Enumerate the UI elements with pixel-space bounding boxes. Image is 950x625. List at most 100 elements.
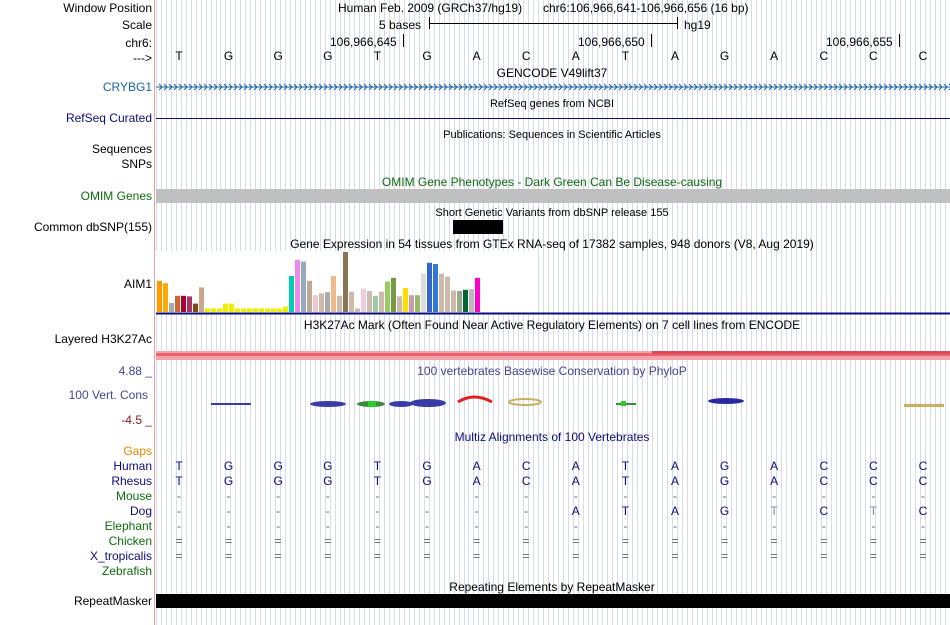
gtex-tissue-bar[interactable] bbox=[451, 290, 456, 312]
gtex-tissue-bar[interactable] bbox=[163, 283, 168, 312]
gtex-tissue-bar[interactable] bbox=[253, 308, 258, 312]
omim-track-label[interactable]: OMIM Genes bbox=[80, 189, 152, 203]
multiz-track-title[interactable]: Multiz Alignments of 100 Vertebrates bbox=[454, 430, 650, 444]
aligned-base: = bbox=[423, 534, 431, 548]
species-label-chicken[interactable]: Chicken bbox=[108, 534, 152, 548]
repeatmasker-element[interactable] bbox=[156, 594, 950, 608]
gtex-tissue-bar[interactable] bbox=[241, 308, 246, 312]
strand-chevron bbox=[808, 83, 813, 91]
gtex-tissue-bar[interactable] bbox=[349, 291, 354, 312]
gtex-tissue-bar[interactable] bbox=[205, 308, 210, 312]
gtex-tissue-bar[interactable] bbox=[433, 264, 438, 312]
gtex-tissue-bar[interactable] bbox=[397, 296, 402, 312]
gtex-tissue-bar[interactable] bbox=[343, 252, 348, 312]
aligned-base: C bbox=[869, 459, 878, 473]
species-label-x_tropicalis[interactable]: X_tropicalis bbox=[89, 549, 152, 563]
gtex-tissue-bar[interactable] bbox=[445, 276, 450, 312]
aligned-base: = bbox=[820, 549, 828, 563]
gtex-tissue-bar[interactable] bbox=[439, 273, 444, 312]
gtex-tissue-bar[interactable] bbox=[325, 292, 330, 312]
gtex-tissue-bar[interactable] bbox=[181, 295, 186, 312]
species-label-rhesus[interactable]: Rhesus bbox=[111, 474, 152, 488]
gtex-tissue-bar[interactable] bbox=[229, 303, 234, 312]
omim-gene-feature[interactable] bbox=[156, 189, 950, 203]
gtex-tissue-bar[interactable] bbox=[361, 288, 366, 312]
species-label-mouse[interactable]: Mouse bbox=[115, 489, 152, 503]
gtex-expression-chart[interactable] bbox=[156, 251, 950, 315]
gencode-gene-label[interactable]: CRYBG1 bbox=[102, 80, 152, 94]
gtex-tissue-bar[interactable] bbox=[277, 308, 282, 312]
aligned-base: = bbox=[721, 534, 729, 548]
gtex-tissue-bar[interactable] bbox=[295, 259, 300, 312]
gtex-tissue-bar[interactable] bbox=[175, 295, 180, 312]
gtex-tissue-bar[interactable] bbox=[373, 295, 378, 312]
phylop-min-value: -4.5 _ bbox=[121, 413, 152, 427]
gtex-tissue-bar[interactable] bbox=[403, 288, 408, 312]
dbsnp-track-title[interactable]: Short Genetic Variants from dbSNP releas… bbox=[435, 207, 669, 219]
gtex-tissue-bar[interactable] bbox=[355, 308, 360, 312]
refseq-track-title[interactable]: RefSeq genes from NCBI bbox=[489, 98, 615, 110]
gtex-tissue-bar[interactable] bbox=[211, 308, 216, 312]
refseq-track-label[interactable]: RefSeq Curated bbox=[65, 111, 152, 125]
gtex-tissue-bar[interactable] bbox=[265, 308, 270, 312]
species-label-dog[interactable]: Dog bbox=[129, 504, 152, 518]
publications-track-title[interactable]: Publications: Sequences in Scientific Ar… bbox=[443, 129, 661, 141]
gtex-tissue-bar[interactable] bbox=[157, 280, 162, 312]
gtex-tissue-bar[interactable] bbox=[283, 306, 288, 312]
publications-snps-label[interactable]: SNPs bbox=[121, 157, 152, 171]
publications-sequences-label[interactable]: Sequences bbox=[91, 142, 152, 156]
species-label-zebrafish[interactable]: Zebrafish bbox=[101, 564, 152, 578]
gtex-tissue-bar[interactable] bbox=[409, 295, 414, 312]
gtex-tissue-bar[interactable] bbox=[223, 303, 228, 312]
gencode-track-title[interactable]: GENCODE V49lift37 bbox=[496, 66, 608, 80]
gtex-tissue-bar[interactable] bbox=[385, 281, 390, 312]
dbsnp-variant[interactable] bbox=[453, 220, 503, 234]
gtex-tissue-bar[interactable] bbox=[307, 280, 312, 312]
gtex-tissue-bar[interactable] bbox=[217, 308, 222, 312]
h3k27ac-track-label[interactable]: Layered H3K27Ac bbox=[54, 332, 152, 346]
gtex-tissue-bar[interactable] bbox=[469, 289, 474, 312]
gtex-gene-label[interactable]: AIM1 bbox=[123, 277, 152, 291]
gtex-tissue-bar[interactable] bbox=[259, 308, 264, 312]
aligned-base: - bbox=[772, 489, 777, 503]
gtex-tissue-bar[interactable] bbox=[421, 273, 426, 312]
strand-chevron bbox=[583, 83, 588, 91]
gtex-tissue-bar[interactable] bbox=[169, 303, 174, 312]
gtex-tissue-bar[interactable] bbox=[199, 287, 204, 312]
gtex-tissue-bar[interactable] bbox=[475, 277, 480, 312]
phylop-track-title[interactable]: 100 vertebrates Basewise Conservation by… bbox=[417, 364, 687, 378]
dbsnp-track-label[interactable]: Common dbSNP(155) bbox=[33, 220, 152, 234]
strand-chevron bbox=[728, 83, 733, 91]
gtex-tissue-bar[interactable] bbox=[379, 291, 384, 312]
phylop-conservation-glyphs[interactable] bbox=[156, 394, 950, 414]
h3k27ac-track-title[interactable]: H3K27Ac Mark (Often Found Near Active Re… bbox=[303, 318, 801, 332]
gtex-tissue-bar[interactable] bbox=[187, 296, 192, 312]
gtex-tissue-bar[interactable] bbox=[367, 291, 372, 312]
gtex-tissue-bar[interactable] bbox=[415, 295, 420, 312]
gtex-tissue-bar[interactable] bbox=[301, 261, 306, 312]
gtex-tissue-bar[interactable] bbox=[319, 293, 324, 312]
gtex-track-title[interactable]: Gene Expression in 54 tissues from GTEx … bbox=[290, 237, 814, 251]
gtex-tissue-bar[interactable] bbox=[235, 308, 240, 312]
gtex-tissue-bar[interactable] bbox=[289, 276, 294, 312]
species-label-elephant[interactable]: Elephant bbox=[104, 519, 152, 533]
phylop-track-label[interactable]: 100 Vert. Cons bbox=[68, 388, 148, 402]
gtex-tissue-bar[interactable] bbox=[271, 308, 276, 312]
gtex-tissue-bar[interactable] bbox=[391, 277, 396, 312]
gtex-tissue-bar[interactable] bbox=[463, 289, 468, 312]
species-label-human[interactable]: Human bbox=[113, 459, 152, 473]
repeatmasker-track-label[interactable]: RepeatMasker bbox=[73, 594, 152, 608]
gtex-tissue-bar[interactable] bbox=[331, 276, 336, 312]
gtex-tissue-bar[interactable] bbox=[427, 262, 432, 312]
gtex-tissue-bar[interactable] bbox=[457, 291, 462, 312]
repeatmasker-track-title[interactable]: Repeating Elements by RepeatMasker bbox=[449, 580, 655, 594]
gencode-gene-feature[interactable] bbox=[156, 80, 950, 94]
refseq-gene-line[interactable] bbox=[156, 118, 950, 119]
gtex-tissue-bar[interactable] bbox=[337, 295, 342, 312]
strand-chevron bbox=[293, 83, 298, 91]
gtex-tissue-bar[interactable] bbox=[193, 303, 198, 312]
gtex-tissue-bar[interactable] bbox=[247, 308, 252, 312]
omim-track-title[interactable]: OMIM Gene Phenotypes - Dark Green Can Be… bbox=[381, 175, 723, 189]
gtex-tissue-bar[interactable] bbox=[313, 295, 318, 312]
strand-chevron bbox=[688, 83, 693, 91]
